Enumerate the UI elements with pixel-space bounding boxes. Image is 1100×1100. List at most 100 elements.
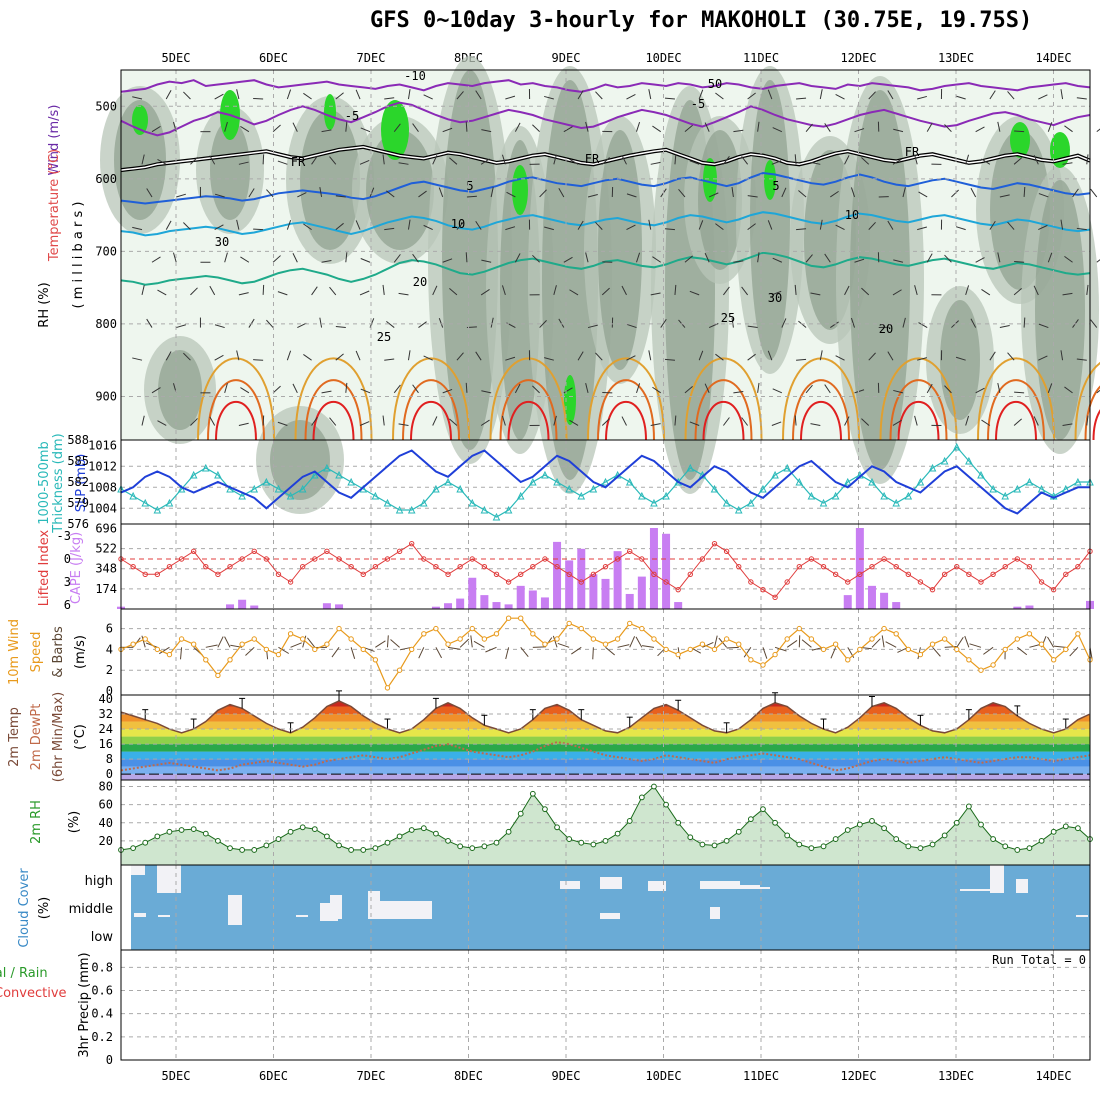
wind-speed-point	[687, 646, 693, 653]
temperature-contour	[197, 357, 275, 441]
temperature-contour	[597, 379, 655, 441]
wind-barb	[569, 158, 579, 165]
ylabel-thickness-2: Thickness (dm)	[51, 433, 66, 533]
li-point	[566, 571, 572, 578]
wind-barb	[423, 355, 433, 361]
surface-wind-barb	[617, 644, 630, 648]
wind-barb	[386, 190, 395, 198]
rh-point	[614, 830, 621, 837]
surface-wind-barb	[956, 636, 964, 648]
thickness-point	[286, 491, 295, 500]
wind-barb	[893, 128, 904, 133]
thickness-point	[977, 470, 985, 479]
wind-barb	[456, 221, 464, 230]
wind-barb	[892, 158, 902, 165]
wind-speed-point	[227, 657, 233, 663]
rh-point	[1038, 837, 1045, 844]
contour-label: 20	[413, 275, 427, 289]
wind-barb	[844, 155, 850, 165]
rh-point	[469, 845, 476, 852]
li-point	[1063, 571, 1069, 578]
wind-barb	[850, 187, 856, 198]
contour-label: -5	[691, 97, 705, 111]
wind-barb	[664, 97, 675, 100]
li-point	[203, 563, 209, 570]
temp-tick: 0	[106, 767, 113, 781]
wind-barb	[398, 162, 409, 165]
rh-high-region	[564, 375, 576, 425]
wind-barb	[981, 419, 991, 426]
wind-barb	[532, 385, 540, 394]
ylabel-rh: RH (%)	[37, 282, 52, 327]
wind-barb	[965, 415, 970, 426]
slp-tick: 1012	[88, 459, 117, 473]
day-label-top: 6DEC	[259, 51, 288, 65]
li-point	[178, 556, 185, 562]
wind-barb	[757, 252, 760, 263]
wind-speed-point	[639, 625, 645, 632]
wind-barb	[689, 160, 700, 165]
rh-point	[420, 825, 427, 832]
wind-barb	[944, 254, 952, 263]
wind-barb	[132, 357, 143, 361]
thickness-point	[880, 491, 888, 500]
contour-minus5	[120, 101, 1091, 137]
wind-barb	[418, 190, 427, 198]
wind-barb	[151, 125, 161, 133]
wind-barb	[236, 219, 240, 230]
wind-speed-point	[966, 657, 972, 663]
rh-point	[735, 828, 742, 835]
wind-speed-point	[772, 651, 778, 658]
wind-barb	[733, 129, 744, 133]
wind-barb	[449, 287, 458, 296]
wind-barb	[835, 224, 845, 231]
wind-barb	[558, 188, 565, 198]
contour-label: FR	[291, 155, 306, 169]
wind-tick: 2	[106, 663, 113, 677]
li-point	[748, 579, 754, 585]
cape-bar	[662, 533, 671, 609]
temp-tick: 40	[99, 692, 113, 706]
temp-band	[121, 714, 1090, 722]
wind-barb	[698, 89, 704, 100]
wind-barb	[914, 285, 918, 296]
contour-label: 50	[708, 77, 722, 91]
precip-tick: 0.2	[91, 1030, 113, 1044]
wind-barb	[861, 287, 870, 296]
wind-barb	[975, 387, 985, 394]
cape-bar	[516, 585, 525, 609]
rh-point	[905, 843, 912, 850]
wind-barb	[861, 157, 870, 165]
thickness-point	[516, 491, 525, 500]
wind-ylabels: 10m Wind Speed & Barbs (m/s)	[7, 619, 88, 685]
contour-label: 25	[377, 330, 391, 344]
temperature-contour	[294, 357, 373, 441]
li-point	[142, 571, 148, 578]
day-label-bottom: 6DEC	[259, 1069, 288, 1083]
wind-barb	[689, 421, 700, 426]
wind-barb	[1076, 97, 1087, 100]
day-label-bottom: 12DEC	[840, 1069, 876, 1083]
surface-wind-barb	[418, 647, 425, 659]
wind-barb	[311, 286, 318, 296]
wind-barb	[141, 285, 145, 296]
li-point	[675, 586, 681, 593]
wind-barb	[456, 352, 464, 361]
wind-barb	[805, 384, 813, 394]
li-point	[554, 563, 560, 570]
wind-speed-point	[469, 625, 475, 632]
wind-barb	[1076, 358, 1087, 361]
wind-barb	[626, 323, 637, 329]
wind-barb	[335, 195, 346, 198]
wind-barb	[442, 127, 453, 133]
thickness-point	[638, 491, 646, 500]
wind-barb	[1038, 193, 1049, 198]
wind-barb	[965, 285, 970, 296]
rh-region	[1035, 180, 1085, 440]
li-point	[663, 579, 669, 585]
rh-point	[457, 843, 464, 850]
wind-barb	[345, 121, 348, 132]
rh-point	[408, 827, 415, 833]
rh-point	[215, 837, 221, 844]
wind-barb	[660, 318, 667, 328]
